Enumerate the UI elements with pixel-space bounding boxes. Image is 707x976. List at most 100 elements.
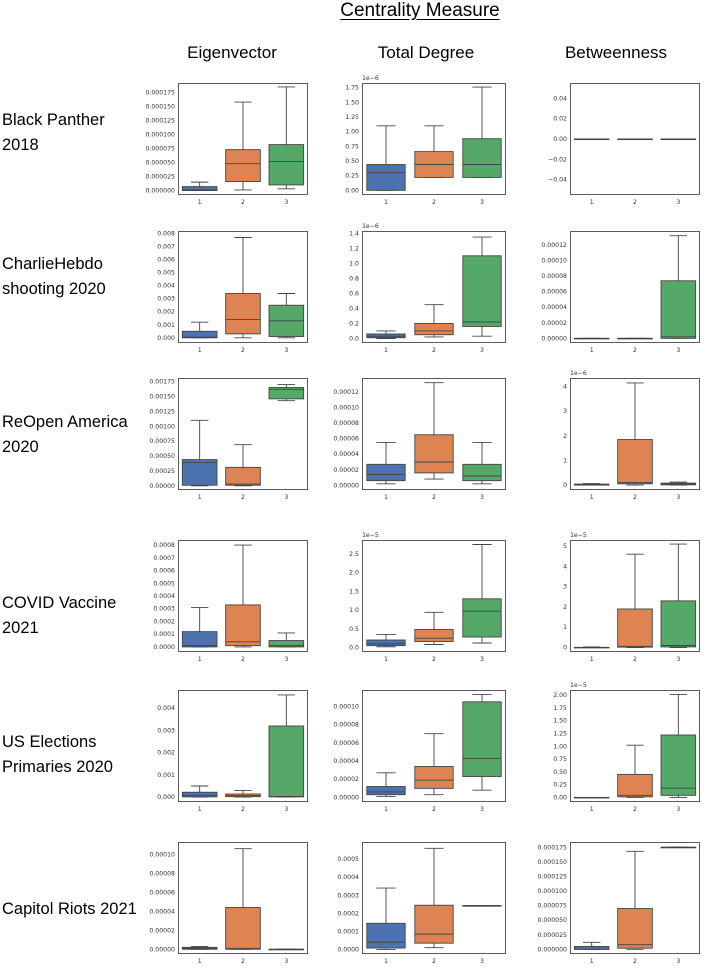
box-q1-q3	[181, 791, 218, 798]
y-tick-label: 0.50	[345, 158, 359, 165]
x-tick-label: 2	[241, 806, 245, 813]
x-tick-label: 2	[432, 199, 436, 206]
plot-frame	[362, 540, 506, 652]
box-q1-q3	[366, 164, 406, 191]
y-tick-label: 4	[563, 384, 567, 391]
x-tick-label: 1	[198, 806, 202, 813]
y-tick-label: 0.0001	[153, 631, 175, 638]
box-group-2	[617, 337, 653, 340]
plot-frame	[362, 378, 506, 490]
x-tick-label: 3	[676, 806, 680, 813]
box-group-2	[414, 733, 454, 796]
y-tick-label: 0.00025	[149, 468, 175, 475]
box-group-2	[414, 382, 454, 480]
y-tick-label: 0.000100	[145, 132, 175, 139]
x-tick-label: 3	[676, 958, 680, 965]
y-tick-label: 0.007	[157, 244, 175, 251]
box-q1-q3	[366, 922, 406, 949]
y-tick-label: 1.4	[349, 230, 359, 237]
boxplot-capitol-riots-total-degree: 0.0000 0.0001 0.0002 0.0003 0.0004 0.0005 1 2 3	[337, 842, 506, 965]
figure-title: Centrality Measure	[340, 0, 500, 21]
y-tick-label: 0.00002	[333, 776, 359, 783]
x-tick-label: 1	[590, 347, 594, 354]
box-q1-q3	[660, 734, 697, 796]
row-label-line: 2021	[2, 619, 39, 637]
x-tick-label: 1	[590, 199, 594, 206]
x-tick-label: 2	[241, 347, 245, 354]
row-label-line: COVID Vaccine	[2, 594, 117, 612]
boxplot-charliehebdo-total-degree: 0.0 0.2 0.4 0.6 0.8 1.0 1.2 1.41e−6 1 2 3	[349, 223, 506, 354]
box-group-1	[366, 887, 406, 950]
y-tick-label: 0.000175	[145, 90, 175, 97]
y-tick-label: 0.00008	[333, 722, 359, 729]
plot-frame	[178, 231, 308, 343]
y-tick-label: 0.003	[157, 296, 175, 303]
x-tick-label: 3	[480, 656, 484, 663]
y-tick-label: 0.000050	[145, 160, 175, 167]
plot-frame	[570, 540, 700, 652]
box-q1-q3	[268, 144, 305, 186]
box-group-2	[617, 382, 653, 486]
row-label-line: shooting 2020	[2, 280, 106, 298]
x-tick-label: 3	[284, 958, 288, 965]
boxplot-reopen-america-eigenvector: 0.00000 0.00025 0.00050 0.00075 0.00100 0.001…	[149, 378, 308, 501]
y-tick-label: 0.00050	[149, 453, 175, 460]
y-tick-label: 0.00	[345, 187, 359, 194]
y-tick-label: 0.00000	[541, 335, 567, 342]
box-group-1	[181, 607, 218, 648]
y-tick-label: 0.50	[553, 769, 567, 776]
x-tick-label: 1	[384, 199, 388, 206]
axis-offset-label: 1e−6	[362, 75, 379, 82]
x-tick-label: 1	[590, 494, 594, 501]
y-tick-label: 0.00000	[333, 482, 359, 489]
x-tick-label: 1	[590, 958, 594, 965]
x-tick-label: 2	[241, 494, 245, 501]
box-group-1	[181, 181, 218, 191]
y-tick-label: 0.00000	[149, 946, 175, 953]
plot-frame	[362, 690, 506, 802]
box-group-2	[414, 611, 454, 645]
y-tick-label: 0.00	[553, 794, 567, 801]
y-tick-label: 0.0008	[153, 542, 175, 549]
x-tick-label: 1	[198, 199, 202, 206]
y-tick-label: 0.000	[157, 794, 175, 801]
x-tick-label: 2	[432, 958, 436, 965]
box-group-2	[617, 744, 653, 798]
y-tick-label: 0	[563, 645, 567, 652]
x-tick-label: 1	[198, 958, 202, 965]
box-group-3	[462, 905, 502, 907]
box-group-2	[225, 789, 261, 798]
y-tick-label: 0.000075	[537, 903, 567, 910]
plot-frame	[570, 231, 700, 343]
row-label-line: 2018	[2, 136, 39, 154]
y-tick-label: 0.000100	[537, 888, 567, 895]
x-tick-label: 3	[284, 347, 288, 354]
row-label-black-panther: Black Panther 2018	[2, 108, 137, 158]
box-q1-q3	[268, 725, 305, 798]
y-tick-label: 1.00	[345, 129, 359, 136]
y-tick-label: 0	[563, 482, 567, 489]
box-group-2	[414, 125, 454, 178]
y-tick-label: 0.00002	[333, 467, 359, 474]
y-tick-label: 0.004	[157, 705, 175, 712]
row-label-line: Capitol Riots 2021	[2, 900, 137, 918]
y-tick-label: 1.25	[553, 730, 567, 737]
y-tick-label: 0.0004	[337, 874, 359, 881]
plot-frame	[362, 231, 506, 343]
y-tick-label: 0.00004	[333, 451, 359, 458]
box-q1-q3	[414, 629, 454, 642]
y-tick-label: 0.8	[349, 275, 359, 282]
y-tick-label: 0.000150	[537, 859, 567, 866]
x-tick-label: 1	[198, 347, 202, 354]
y-tick-label: 0.00008	[149, 870, 175, 877]
box-q1-q3	[414, 904, 454, 944]
y-tick-label: 0.00012	[541, 242, 567, 249]
box-group-1	[181, 419, 218, 487]
boxplot-us-elections-eigenvector: 0.000 0.001 0.002 0.003 0.004 1 2 3	[157, 690, 308, 813]
box-q1-q3	[268, 387, 305, 400]
box-group-1	[366, 330, 406, 339]
row-label-line: 2020	[2, 438, 39, 456]
y-tick-label: −0.04	[548, 177, 567, 184]
box-q1-q3	[225, 604, 261, 647]
